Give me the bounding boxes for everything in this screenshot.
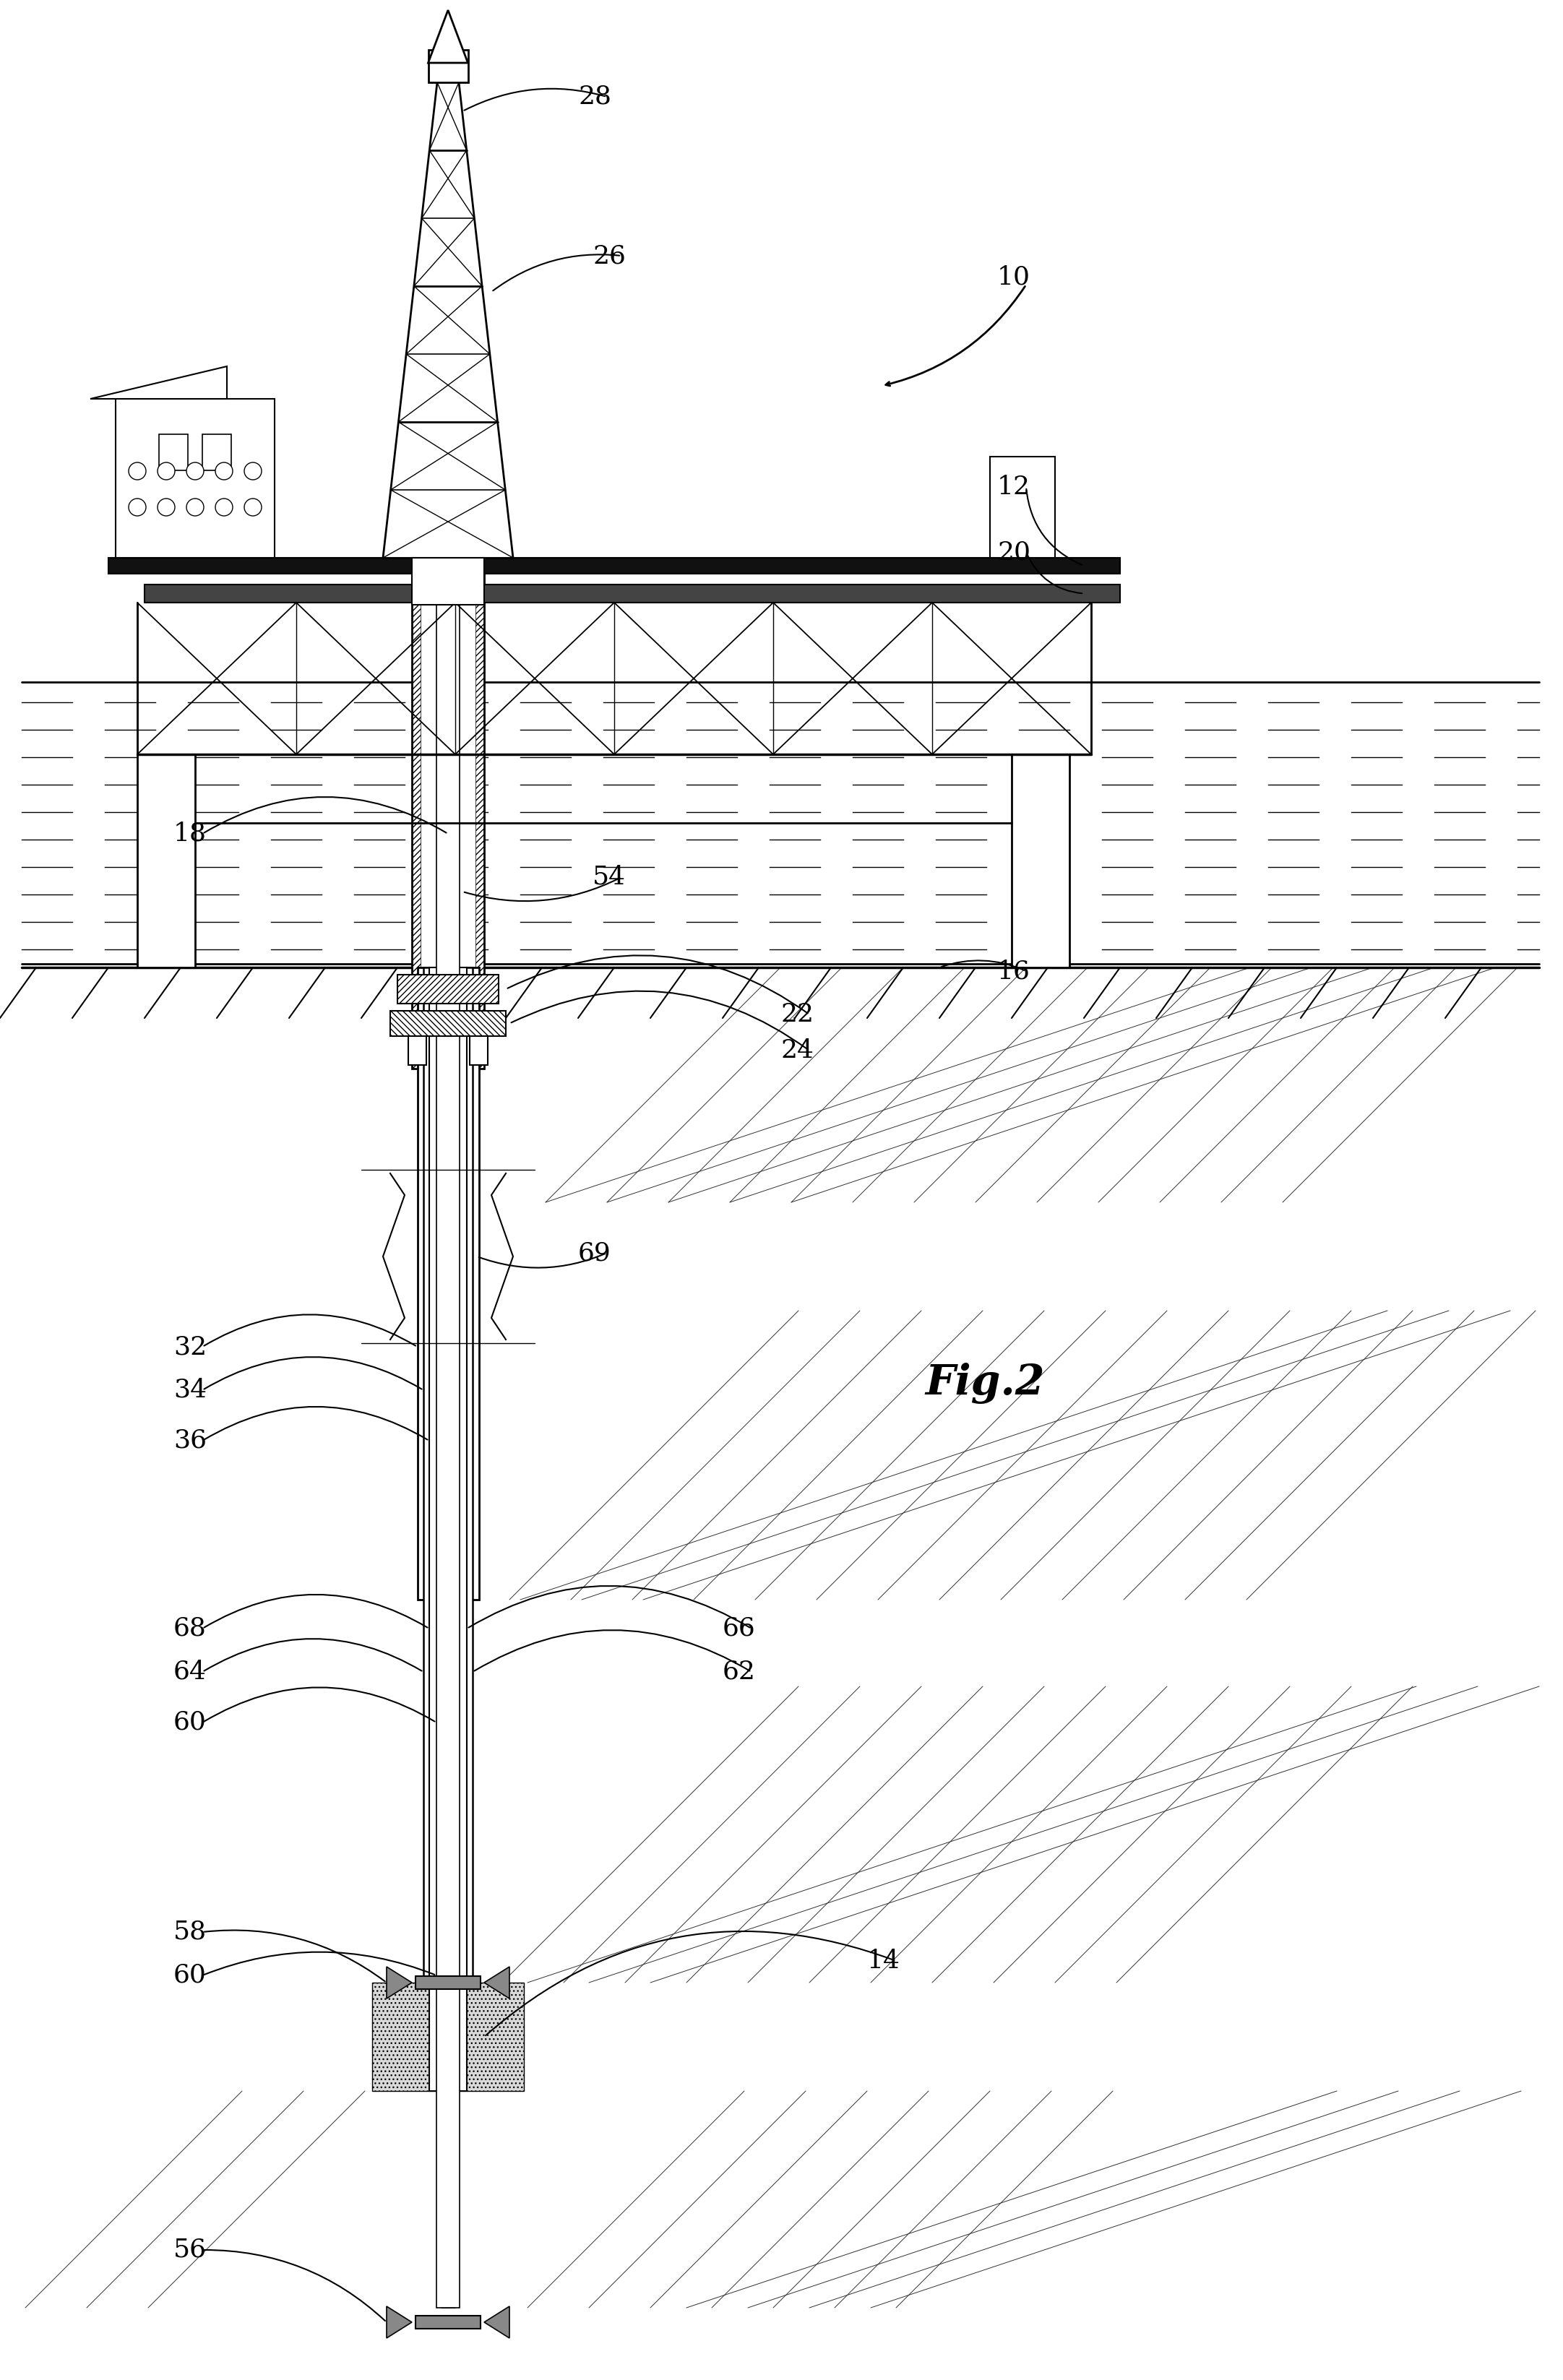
- Text: 26: 26: [592, 243, 625, 269]
- Text: 18: 18: [173, 821, 206, 845]
- Bar: [475, 557, 485, 1069]
- Polygon shape: [91, 367, 227, 400]
- Bar: [372, 1983, 524, 2092]
- Bar: [22, 1311, 408, 1599]
- Bar: [397, 976, 499, 1004]
- Bar: [159, 433, 188, 471]
- Circle shape: [216, 462, 233, 481]
- Polygon shape: [485, 1966, 510, 1999]
- Polygon shape: [386, 1966, 413, 1999]
- Bar: [989, 457, 1055, 557]
- Text: 69: 69: [578, 1240, 611, 1266]
- Circle shape: [128, 497, 145, 516]
- Bar: [436, 557, 460, 2309]
- Bar: [108, 557, 1121, 574]
- Bar: [22, 1687, 408, 1983]
- Bar: [488, 2092, 1540, 2309]
- Text: 32: 32: [173, 1335, 206, 1359]
- Bar: [428, 50, 467, 83]
- Text: 60: 60: [173, 1963, 206, 1987]
- Text: 22: 22: [780, 1002, 814, 1026]
- Bar: [408, 1035, 427, 1064]
- Bar: [391, 1012, 506, 1035]
- Text: 60: 60: [173, 1711, 206, 1735]
- Bar: [22, 966, 408, 1202]
- Polygon shape: [386, 2306, 413, 2337]
- Circle shape: [216, 497, 233, 516]
- Bar: [1011, 754, 1069, 966]
- Text: 54: 54: [592, 864, 625, 890]
- Text: 20: 20: [997, 540, 1030, 564]
- Bar: [144, 585, 1121, 602]
- Text: Fig.2: Fig.2: [925, 1361, 1044, 1404]
- Bar: [417, 966, 478, 1599]
- Circle shape: [244, 462, 261, 481]
- Bar: [470, 1035, 488, 1064]
- Circle shape: [158, 462, 175, 481]
- Text: 12: 12: [997, 474, 1030, 500]
- Bar: [424, 966, 472, 1983]
- Text: 64: 64: [173, 1659, 206, 1685]
- Text: 28: 28: [578, 86, 611, 109]
- Polygon shape: [485, 2306, 510, 2337]
- Text: 58: 58: [173, 1921, 206, 1944]
- Text: 66: 66: [722, 1616, 755, 1640]
- Bar: [0, 683, 1563, 964]
- Bar: [22, 2092, 408, 2309]
- Text: 16: 16: [997, 959, 1030, 983]
- Circle shape: [186, 462, 203, 481]
- Bar: [430, 966, 467, 2092]
- Text: 24: 24: [780, 1038, 814, 1064]
- Circle shape: [186, 497, 203, 516]
- Bar: [413, 557, 485, 1069]
- Bar: [488, 1687, 1540, 1983]
- Text: 34: 34: [173, 1378, 206, 1402]
- Circle shape: [244, 497, 261, 516]
- Bar: [488, 966, 1540, 1202]
- Bar: [488, 1311, 1540, 1599]
- Circle shape: [128, 462, 145, 481]
- Bar: [138, 754, 195, 966]
- Bar: [413, 557, 485, 605]
- Bar: [416, 1975, 480, 1990]
- Bar: [416, 2316, 480, 2328]
- Text: 56: 56: [173, 2237, 206, 2263]
- Bar: [413, 557, 420, 1069]
- Text: 36: 36: [173, 1428, 206, 1454]
- Circle shape: [158, 497, 175, 516]
- Text: 68: 68: [173, 1616, 206, 1640]
- Text: 14: 14: [867, 1949, 900, 1973]
- Text: 62: 62: [722, 1659, 756, 1685]
- Bar: [116, 400, 275, 557]
- Polygon shape: [428, 10, 467, 62]
- Bar: [202, 433, 231, 471]
- Text: 10: 10: [997, 264, 1030, 290]
